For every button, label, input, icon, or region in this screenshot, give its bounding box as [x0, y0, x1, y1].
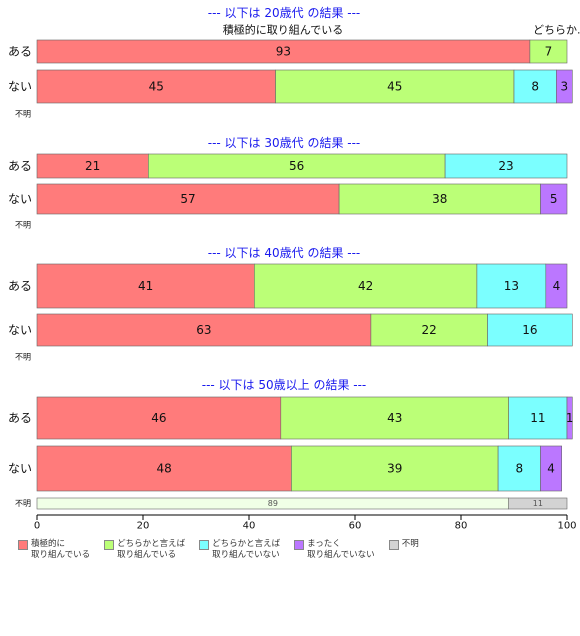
panel-4-row-label-3: 不明: [15, 499, 31, 508]
bar-segment-p4-r2-s3: [497, 445, 541, 492]
bar-segment-p4-r1-s4: [566, 396, 573, 440]
panel-4-title: --- 以下は 50歳以上 の結果 ---: [202, 378, 367, 392]
bar-segment-p4-r2-s1: [36, 445, 292, 492]
panel-2-row-label-3: 不明: [15, 221, 31, 230]
bar-segment-p1-r2-s4: [556, 69, 573, 104]
bar-value-label-p4-r1-s2: 43: [387, 411, 402, 425]
x-tick-label-4: 60: [349, 521, 362, 532]
bar-value-label-p4-r1-s3: 11: [530, 411, 545, 425]
bar-value-label-p4-r3-s5: 11: [533, 499, 543, 508]
x-tick-label-1: 0: [34, 521, 40, 532]
legend-item-1: 積極的に 取り組んでいる: [18, 539, 90, 561]
bar-segment-p3-r2-s1: [36, 313, 372, 347]
legend-item-5: 不明: [388, 539, 419, 561]
bar-segment-p3-r1-s4: [545, 263, 568, 309]
legend-swatch-5: [388, 540, 399, 550]
bar-segment-p4-r1-s1: [36, 396, 282, 440]
bar-value-label-p3-r2-s3: 16: [522, 323, 537, 337]
x-tick-label-5: 80: [455, 521, 468, 532]
panel-1-overflow-label: どちらか...: [533, 24, 580, 37]
bar-value-label-p2-r1-s1: 21: [85, 159, 100, 173]
x-tick-label-2: 20: [137, 521, 150, 532]
legend-label-2: どちらかと言えば 取り組んでいる: [117, 539, 186, 560]
panel-2-row-label-1: ある: [8, 159, 32, 173]
panel-3-row-label-2: ない: [8, 323, 32, 337]
legend-label-5: 不明: [401, 539, 419, 549]
bar-segment-p3-r2-s3: [487, 313, 573, 347]
bar-value-label-p4-r1-s1: 46: [151, 411, 166, 425]
bar-value-label-p3-r1-s4: 4: [553, 279, 561, 293]
bar-segment-p4-r1-s2: [280, 396, 509, 440]
bar-value-label-p1-r2-s1: 45: [149, 80, 164, 94]
panel-1-annotation: 積極的に取り組んでいる: [223, 23, 343, 37]
panel-4-row-label-2: ない: [8, 462, 32, 476]
bar-value-label-p3-r1-s1: 41: [138, 279, 153, 293]
legend-item-4: まったく 取り組んでいない: [294, 539, 375, 561]
panel-1-title: --- 以下は 20歳代 の結果 ---: [208, 6, 361, 20]
panel-1-row-label-2: ない: [8, 80, 32, 94]
bar-segment-p3-r1-s2: [254, 263, 478, 309]
legend-item-2: どちらかと言えば 取り組んでいる: [104, 539, 185, 561]
bar-value-label-p3-r2-s1: 63: [196, 323, 211, 337]
panel-2-title: --- 以下は 30歳代 の結果 ---: [208, 136, 361, 150]
bar-segment-p4-r3-s5: [508, 497, 568, 510]
bar-segment-p3-r2-s2: [370, 313, 488, 347]
bar-value-label-p4-r3-s2: 89: [268, 499, 278, 508]
panel-1-row-label-3: 不明: [15, 110, 31, 119]
bar-segment-p4-r2-s4: [540, 445, 563, 492]
bar-segment-p2-r1-s3: [444, 153, 568, 179]
legend-item-3: どちらかと言えば 取り組んでいない: [199, 539, 280, 561]
bar-value-label-p3-r1-s2: 42: [358, 279, 373, 293]
bar-value-label-p4-r2-s1: 48: [157, 462, 172, 476]
bar-segment-p1-r2-s3: [513, 69, 557, 104]
bar-segment-p2-r2-s4: [540, 183, 568, 215]
bar-segment-p4-r2-s2: [291, 445, 499, 492]
bar-value-label-p2-r2-s1: 57: [180, 192, 195, 206]
bar-value-label-p1-r1-s1: 93: [276, 45, 291, 59]
bar-segment-p3-r1-s3: [476, 263, 547, 309]
panel-2-row-label-2: ない: [8, 192, 32, 206]
bar-value-label-p3-r2-s2: 22: [422, 323, 437, 337]
bar-value-label-p4-r2-s4: 4: [547, 462, 555, 476]
bar-value-label-p2-r2-s4: 5: [550, 192, 558, 206]
legend-swatch-2: [104, 540, 115, 550]
bar-value-label-p2-r1-s3: 23: [498, 159, 513, 173]
chart-legend: 積極的に 取り組んでいる どちらかと言えば 取り組んでいる どちらかと言えば 取り組…: [18, 539, 419, 561]
panel-3-row-label-3: 不明: [15, 353, 31, 362]
panel-3-title: --- 以下は 40歳代 の結果 ---: [208, 246, 361, 260]
legend-swatch-4: [294, 540, 305, 550]
bar-value-label-p2-r2-s2: 38: [432, 192, 447, 206]
bar-segment-p2-r2-s2: [338, 183, 541, 215]
bar-segment-p1-r2-s2: [275, 69, 515, 104]
legend-swatch-3: [199, 540, 210, 550]
bar-value-label-p1-r1-s2: 7: [545, 45, 553, 59]
legend-label-3: どちらかと言えば 取り組んでいない: [212, 539, 281, 560]
bar-value-label-p4-r2-s3: 8: [515, 462, 523, 476]
bar-value-label-p3-r1-s3: 13: [504, 279, 519, 293]
panel-1-row-label-1: ある: [8, 45, 32, 59]
bar-segment-p1-r1-s2: [529, 39, 568, 64]
bar-value-label-p4-r1-s4: 1: [566, 411, 574, 425]
bar-value-label-p4-r2-s2: 39: [387, 462, 402, 476]
bar-segment-p2-r2-s1: [36, 183, 340, 215]
legend-swatch-1: [18, 540, 28, 550]
bar-value-label-p2-r1-s2: 56: [289, 159, 304, 173]
bar-value-label-p1-r2-s3: 8: [531, 80, 539, 94]
bar-segment-p2-r1-s1: [36, 153, 149, 179]
bar-value-label-p1-r2-s2: 45: [387, 80, 402, 94]
panel-4-row-label-1: ある: [8, 411, 32, 425]
x-tick-label-3: 40: [243, 521, 256, 532]
x-tick-label-6: 100: [557, 521, 576, 532]
panel-3-row-label-1: ある: [8, 279, 32, 293]
bar-segment-p4-r1-s3: [508, 396, 568, 440]
legend-label-4: まったく 取り組んでいない: [307, 539, 375, 560]
bar-segment-p1-r2-s1: [36, 69, 276, 104]
legend-label-1: 積極的に 取り組んでいる: [31, 539, 91, 560]
bar-value-label-p1-r2-s4: 3: [561, 80, 569, 94]
